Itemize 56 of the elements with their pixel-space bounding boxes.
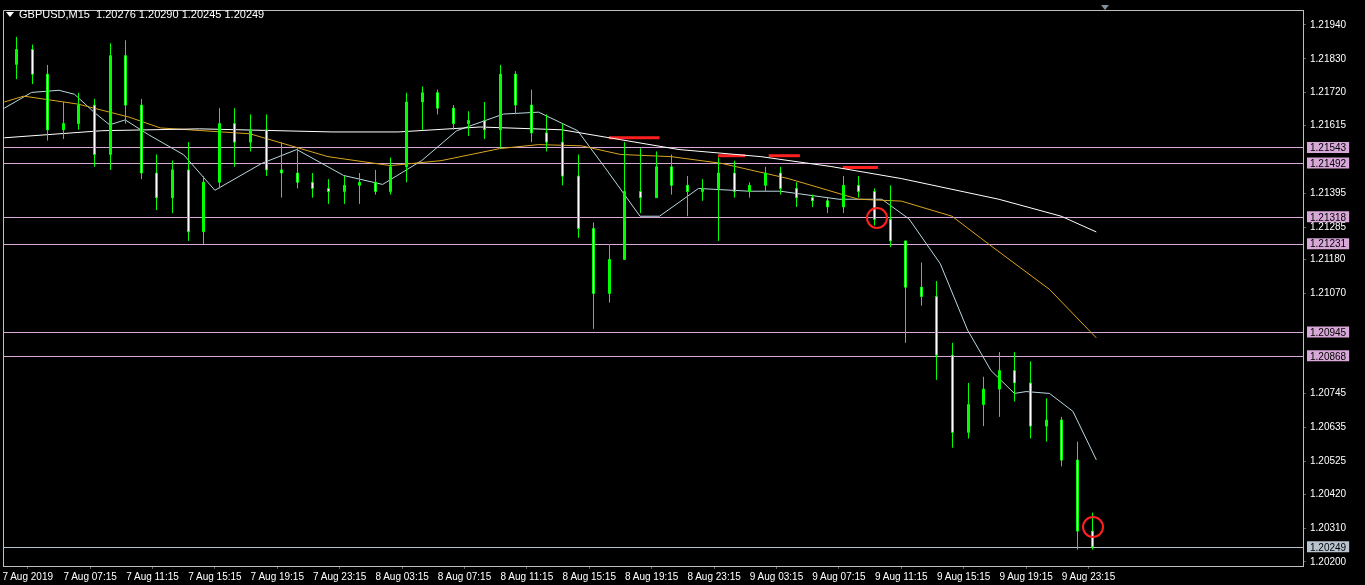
candlestick — [998, 351, 1001, 418]
y-tick-label: 1.20200 — [1310, 555, 1347, 567]
x-tick-label: 9 Aug 11:15 — [874, 570, 929, 582]
x-tick-label: 8 Aug 07:15 — [437, 570, 492, 582]
x-tick-label: 8 Aug 11:15 — [500, 570, 554, 582]
ref-line-label: 1.21543 — [1310, 142, 1347, 154]
x-tick-label: 8 Aug 03:15 — [375, 570, 430, 582]
x-tick-label: 7 Aug 2019 — [2, 570, 54, 582]
candlestick — [873, 187, 876, 226]
candlestick — [218, 107, 221, 189]
candlestick — [623, 141, 626, 260]
candlestick — [1029, 360, 1032, 439]
candlestick — [904, 240, 907, 344]
x-tick-label: 9 Aug 15:15 — [937, 570, 991, 582]
x-tick-label: 8 Aug 19:15 — [625, 570, 679, 582]
y-tick-label: 1.21285 — [1310, 220, 1347, 232]
y-tick-label: 1.21615 — [1310, 118, 1347, 130]
y-tick-label: 1.21070 — [1310, 287, 1347, 299]
candlestick — [670, 153, 673, 196]
ref-line-label: 1.21231 — [1310, 238, 1347, 250]
x-tick-label: 8 Aug 15:15 — [562, 570, 617, 582]
x-tick-label: 7 Aug 15:15 — [188, 570, 243, 582]
x-tick-label: 9 Aug 23:15 — [1061, 570, 1116, 582]
ref-line-label: 1.20868 — [1310, 350, 1347, 362]
ref-line-label: 1.20249 — [1310, 541, 1347, 553]
candlestick — [436, 89, 439, 115]
candlestick — [31, 44, 34, 85]
y-tick-label: 1.20745 — [1310, 387, 1347, 399]
y-tick-label: 1.20525 — [1310, 455, 1347, 467]
chart-title: GBPUSD,M15 1.20276 1.20290 1.20245 1.20249 — [19, 8, 265, 20]
candlestick — [124, 39, 127, 125]
y-tick-label: 1.20420 — [1310, 487, 1347, 499]
ref-line-label: 1.20945 — [1310, 326, 1347, 338]
x-tick-label: 9 Aug 07:15 — [812, 570, 867, 582]
x-tick-label: 9 Aug 19:15 — [999, 570, 1054, 582]
x-tick-label: 9 Aug 03:15 — [749, 570, 804, 582]
y-tick-label: 1.21720 — [1310, 86, 1347, 98]
ref-line-label: 1.21318 — [1310, 211, 1347, 223]
x-tick-label: 8 Aug 23:15 — [687, 570, 742, 582]
candlestick — [967, 382, 970, 439]
candlestick — [109, 42, 112, 171]
x-tick-label: 7 Aug 11:15 — [126, 570, 180, 582]
x-tick-label: 7 Aug 23:15 — [313, 570, 367, 582]
candlestick — [249, 113, 252, 152]
y-tick-label: 1.21180 — [1310, 253, 1346, 265]
y-tick-label: 1.21395 — [1310, 186, 1347, 198]
x-tick-label: 7 Aug 19:15 — [250, 570, 305, 582]
y-tick-label: 1.20310 — [1310, 521, 1347, 533]
candlestick — [15, 36, 18, 80]
y-tick-label: 1.21830 — [1310, 52, 1347, 64]
y-tick-label: 1.20635 — [1310, 421, 1347, 433]
x-tick-label: 7 Aug 07:15 — [63, 570, 118, 582]
ref-line-label: 1.21492 — [1310, 157, 1347, 169]
y-tick-label: 1.21940 — [1310, 18, 1347, 30]
candlestick — [592, 221, 595, 330]
candlestick — [935, 280, 938, 381]
